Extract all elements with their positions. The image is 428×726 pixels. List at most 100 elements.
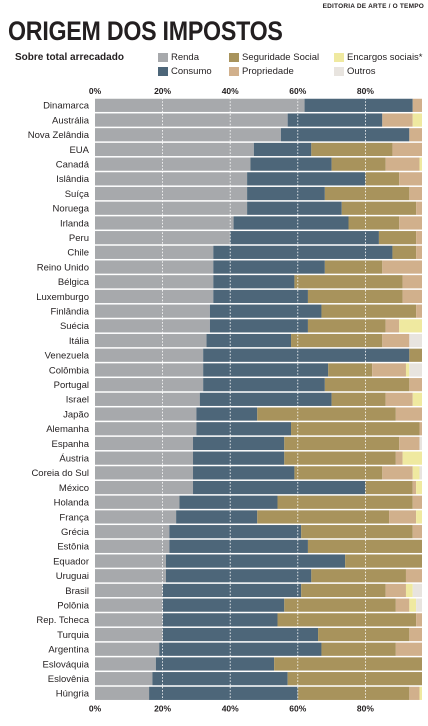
bar-segment-consumo: [193, 436, 285, 451]
bar-segment-encargos: [402, 451, 422, 465]
bar-segment-outros: [423, 687, 428, 700]
bar-segment-encargos: [405, 363, 410, 377]
bar-segment-consumo: [230, 231, 379, 245]
bar-segment-renda: [95, 245, 214, 259]
bar-segment-renda: [95, 289, 214, 304]
legend-item-consumo: Consumo: [158, 65, 212, 77]
bar-segment-propriedade: [392, 142, 422, 157]
bar-segment-consumo: [179, 495, 278, 509]
bar-segment-seguridade: [324, 378, 410, 392]
row-label: Bélgica: [58, 277, 90, 288]
bar-segment-seguridade: [277, 495, 413, 509]
bar-segment-renda: [95, 304, 210, 318]
bar-segment-consumo: [203, 363, 329, 377]
bar-segment-seguridade: [257, 510, 390, 524]
bar-segment-renda: [95, 539, 170, 553]
bar-segment-propriedade: [395, 598, 410, 612]
bar-segment-propriedade: [385, 157, 420, 171]
bar-segment-renda: [95, 495, 180, 509]
page-title: ORIGEM DOS IMPOSTOS: [8, 16, 283, 46]
bar-segment-consumo: [196, 422, 292, 436]
bar-segment-renda: [95, 378, 204, 392]
bar-segment-consumo: [280, 128, 410, 142]
bar-segment-propriedade: [395, 407, 422, 421]
bar-segment-renda: [95, 554, 166, 568]
bar-segment-seguridade: [378, 231, 417, 245]
bar-segment-consumo: [196, 407, 258, 421]
legend-label-consumo: Consumo: [171, 65, 212, 77]
bar-segment-propriedade: [382, 333, 410, 348]
row-label: Reino Unido: [37, 262, 89, 273]
bar-segment-renda: [95, 480, 194, 495]
bar-segment-consumo: [213, 260, 325, 274]
bar-segment-seguridade: [365, 172, 400, 186]
bar-segment-encargos: [405, 583, 413, 598]
bar-segment-seguridade: [294, 466, 383, 480]
bar-segment-seguridade: [331, 157, 386, 171]
row-label: Suécia: [60, 321, 90, 332]
bar-segment-propriedade: [412, 495, 422, 509]
row-label: Rep. Tcheca: [36, 615, 89, 626]
bars-group: [95, 98, 428, 700]
bar-segment-propriedade: [402, 275, 422, 289]
row-label: Argentina: [48, 645, 89, 656]
bar-segment-propriedade: [416, 245, 422, 259]
bar-segment-consumo: [206, 333, 292, 348]
row-label: Áustria: [59, 453, 89, 464]
bar-segment-renda: [95, 186, 248, 201]
bar-segment-propriedade: [399, 436, 420, 451]
legend-swatch-consumo: [158, 66, 168, 76]
row-label: Eslováquia: [43, 659, 90, 670]
bar-segment-propriedade: [385, 319, 400, 333]
legend-label-encargos: Encargos sociais*: [347, 51, 423, 63]
row-label: Irlanda: [60, 218, 90, 229]
row-label: Equador: [53, 556, 89, 567]
bar-segment-renda: [95, 392, 200, 406]
bar-segment-renda: [95, 510, 177, 524]
legend-swatch-outros: [334, 66, 344, 76]
row-label: Eslovênia: [48, 674, 90, 685]
bar-segment-propriedade: [409, 627, 422, 642]
row-label: Nova Zelândia: [28, 130, 90, 141]
bar-segment-seguridade: [324, 186, 410, 201]
bar-segment-renda: [95, 525, 170, 539]
bar-segment-consumo: [193, 466, 295, 480]
row-label: Noruega: [53, 204, 90, 215]
row-label: Grécia: [61, 527, 90, 538]
bar-segment-outros: [423, 407, 428, 420]
bar-segment-seguridade: [274, 657, 422, 671]
bar-segment-renda: [95, 466, 194, 480]
bar-segment-renda: [95, 275, 214, 289]
bar-segment-propriedade: [423, 540, 428, 553]
row-label: Polônia: [57, 600, 89, 611]
bar-segment-renda: [95, 672, 153, 686]
bar-segment-renda: [95, 157, 251, 171]
bar-segment-renda: [95, 627, 163, 642]
bar-segment-encargos: [412, 466, 420, 480]
bar-segment-propriedade: [402, 289, 422, 304]
bar-segment-consumo: [253, 142, 312, 157]
bar-segment-consumo: [304, 98, 413, 112]
bar-segment-renda: [95, 598, 163, 612]
bar-segment-propriedade: [412, 480, 417, 495]
legend-label-seguridade: Seguridade Social: [242, 51, 320, 63]
bar-segment-renda: [95, 613, 163, 627]
legend-label-outros: Outros: [347, 65, 376, 77]
bar-segment-seguridade: [284, 598, 396, 612]
bar-segment-seguridade: [277, 613, 417, 627]
bar-segment-propriedade: [395, 642, 422, 656]
bar-segment-consumo: [203, 348, 410, 362]
row-label: Peru: [69, 233, 89, 244]
row-label: Coreia do Sul: [31, 468, 89, 479]
bar-segment-propriedade: [419, 422, 422, 436]
bar-segment-renda: [95, 333, 207, 348]
bar-segment-renda: [95, 657, 156, 671]
bar-segment-consumo: [213, 245, 393, 259]
credit-line: EDITORIA DE ARTE / O TEMPO: [322, 3, 424, 10]
bar-segment-propriedade: [412, 98, 422, 112]
bar-segment-seguridade: [321, 642, 396, 656]
bar-segment-seguridade: [291, 422, 420, 436]
bar-segment-seguridade: [307, 539, 422, 553]
chart-subtitle: Sobre total arrecadado: [15, 52, 124, 63]
bar-segment-seguridade: [392, 245, 417, 259]
